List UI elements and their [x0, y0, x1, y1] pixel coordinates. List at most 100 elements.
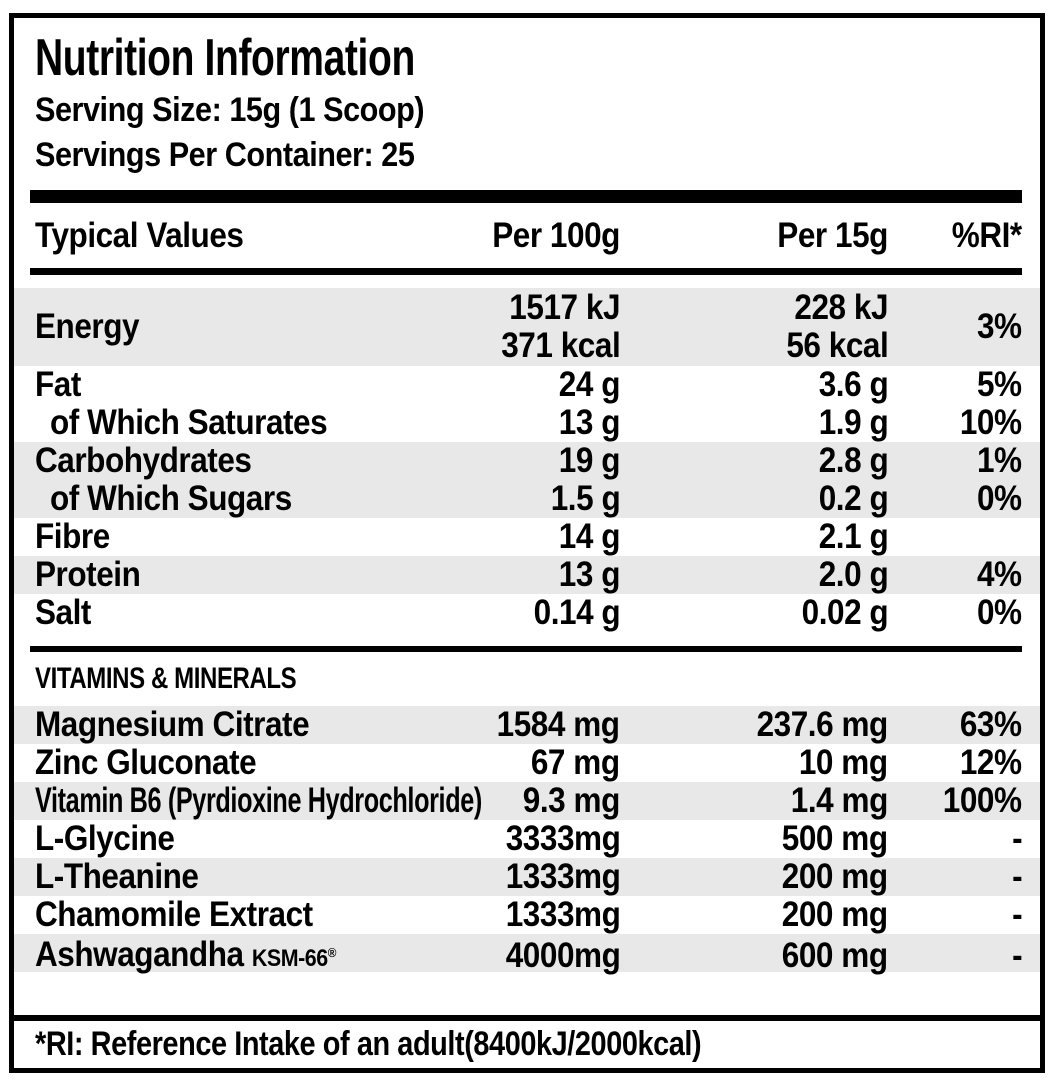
value-percent-ri: 100% [943, 781, 1022, 820]
row-label: L-Theanine [35, 858, 460, 896]
row-label: Salt [35, 594, 460, 632]
row-l-theanine: L-Theanine 1333mg 200 mg - [14, 858, 1040, 896]
row-label: Carbohydrates [35, 442, 460, 480]
row-chamomile-extract: Chamomile Extract 1333mg 200 mg - [14, 896, 1040, 934]
row-label: Magnesium Citrate [35, 706, 460, 744]
row-fibre: Fibre 14 g 2.1 g [14, 518, 1040, 556]
row-fat: Fat 24 g 3.6 g 5% [14, 366, 1040, 404]
value-per-100g: 24 g [558, 365, 621, 404]
row-label: Protein [35, 556, 460, 594]
nutrition-label: Nutrition Information Serving Size: 15g … [9, 13, 1045, 1073]
value-percent-ri: 4% [977, 555, 1022, 594]
col-header-typical-values: Typical Values [35, 215, 244, 255]
header-underline-divider [30, 268, 1022, 275]
top-thick-divider [30, 190, 1022, 203]
row-label-text: Energy [35, 307, 140, 346]
serving-size: Serving Size: 15g (1 Scoop) [35, 88, 1019, 133]
value-per-100g: 67 mg [531, 743, 620, 782]
row-label: of Which Saturates [35, 404, 460, 442]
value-percent-ri: - [1011, 819, 1022, 858]
nutrition-facts-rows: Energy 1517 kJ 371 kcal 228 kJ 56 kcal 3% Fat 2… [14, 288, 1040, 632]
value-per-15g: 0.02 g [801, 593, 888, 632]
row-label-text: Zinc Gluconate [35, 743, 257, 782]
row-label-text: Ashwagandha KSM-66® [35, 934, 337, 974]
registered-mark: ® [327, 945, 337, 960]
row-label-text: Salt [35, 593, 91, 632]
value-per-100g: 3333mg [505, 819, 620, 858]
value-per-100g: 19 g [558, 441, 621, 480]
col-header-per-100g: Per 100g [492, 215, 620, 255]
vitamins-section-divider [30, 646, 1022, 652]
value-per-100g: 4000mg [505, 935, 620, 975]
page-title-text: Nutrition Information [35, 29, 415, 87]
row-label-text: Magnesium Citrate [35, 705, 310, 744]
value-per-15g: 1.9 g [818, 403, 888, 442]
row-label: of Which Sugars [35, 480, 460, 518]
row-magnesium-citrate: Magnesium Citrate 1584 mg 237.6 mg 63% [14, 706, 1040, 744]
row-label-text: L-Glycine [35, 819, 175, 858]
value-percent-ri: - [1011, 857, 1022, 896]
row-label-text: Fibre [35, 517, 110, 556]
value-per-15g: 2.0 g [818, 555, 888, 594]
row-of-which-sugars: of Which Sugars 1.5 g 0.2 g 0% [14, 480, 1040, 518]
value-per-100g: 1517 kJ 371 kcal [500, 288, 620, 365]
row-label: Ashwagandha KSM-66® [35, 934, 460, 978]
row-label-text: Protein [35, 555, 141, 594]
row-label: Fat [35, 366, 460, 404]
row-protein: Protein 13 g 2.0 g 4% [14, 556, 1040, 594]
value-per-100g: 13 g [558, 403, 621, 442]
vitamins-section-title: VITAMINS & MINERALS [35, 662, 297, 695]
row-label-text: Vitamin B6 (Pyrdioxine Hydrochloride) [35, 781, 482, 820]
serving-size-text: Serving Size: 15g (1 Scoop) [35, 91, 425, 129]
row-label-text: of Which Saturates [50, 403, 328, 442]
value-percent-ri: 1% [977, 441, 1022, 480]
row-label-text: L-Theanine [35, 857, 199, 896]
value-per-15g: 600 mg [782, 935, 888, 975]
row-label-text: Carbohydrates [35, 441, 252, 480]
row-label: Chamomile Extract [35, 896, 460, 934]
row-energy: Energy 1517 kJ 371 kcal 228 kJ 56 kcal 3% [14, 288, 1040, 366]
row-zinc-gluconate: Zinc Gluconate 67 mg 10 mg 12% [14, 744, 1040, 782]
row-label-text: of Which Sugars [50, 479, 292, 518]
servings-per-container: Servings Per Container: 25 [35, 133, 1019, 178]
value-per-15g: 10 mg [799, 743, 888, 782]
value-per-100g: 14 g [558, 517, 621, 556]
value-per-15g: 237.6 mg [756, 705, 889, 744]
value-per-15g: 200 mg [782, 857, 888, 896]
value-percent-ri: 5% [977, 365, 1022, 404]
row-of-which-saturates: of Which Saturates 13 g 1.9 g 10% [14, 404, 1040, 442]
row-label-text: Fat [35, 365, 81, 404]
row-label-text: Chamomile Extract [35, 895, 313, 934]
value-per-15g: 1.4 mg [790, 781, 889, 820]
row-salt: Salt 0.14 g 0.02 g 0% [14, 594, 1040, 632]
value-percent-ri: - [1011, 935, 1022, 975]
value-per-100g: 0.14 g [533, 593, 620, 632]
row-vitamin-b6-pyrdioxine-hydrochloride: Vitamin B6 (Pyrdioxine Hydrochloride) 9.3… [14, 782, 1040, 820]
vitamins-section-header: VITAMINS & MINERALS [14, 652, 1040, 706]
value-percent-ri: 3% [977, 307, 1022, 346]
trademark-suffix: KSM-66® [251, 944, 337, 972]
col-header-percent-ri: %RI* [952, 215, 1022, 255]
value-per-15g: 200 mg [782, 895, 888, 934]
value-per-100g: 1333mg [505, 857, 620, 896]
value-per-100g: 13 g [558, 555, 621, 594]
value-per-15g: 2.1 g [818, 517, 888, 556]
value-per-100g: 1.5 g [550, 479, 620, 518]
row-carbohydrates: Carbohydrates 19 g 2.8 g 1% [14, 442, 1040, 480]
value-per-15g: 228 kJ 56 kcal [786, 288, 888, 365]
value-percent-ri: 63% [960, 705, 1022, 744]
value-percent-ri: 10% [960, 403, 1022, 442]
value-per-15g: 2.8 g [818, 441, 888, 480]
value-percent-ri: 0% [977, 479, 1022, 518]
label-header-block: Nutrition Information Serving Size: 15g … [14, 18, 1040, 190]
col-header-per-15g: Per 15g [777, 215, 888, 255]
reference-intake-note: *RI: Reference Intake of an adult(8400kJ… [35, 1025, 702, 1063]
row-label: Energy [35, 308, 460, 346]
row-l-glycine: L-Glycine 3333mg 500 mg - [14, 820, 1040, 858]
row-label: L-Glycine [35, 820, 460, 858]
row-label: Fibre [35, 518, 460, 556]
value-per-15g: 3.6 g [818, 365, 888, 404]
page-title: Nutrition Information [35, 28, 1019, 88]
row-label: Zinc Gluconate [35, 744, 460, 782]
value-per-100g: 1333mg [505, 895, 620, 934]
